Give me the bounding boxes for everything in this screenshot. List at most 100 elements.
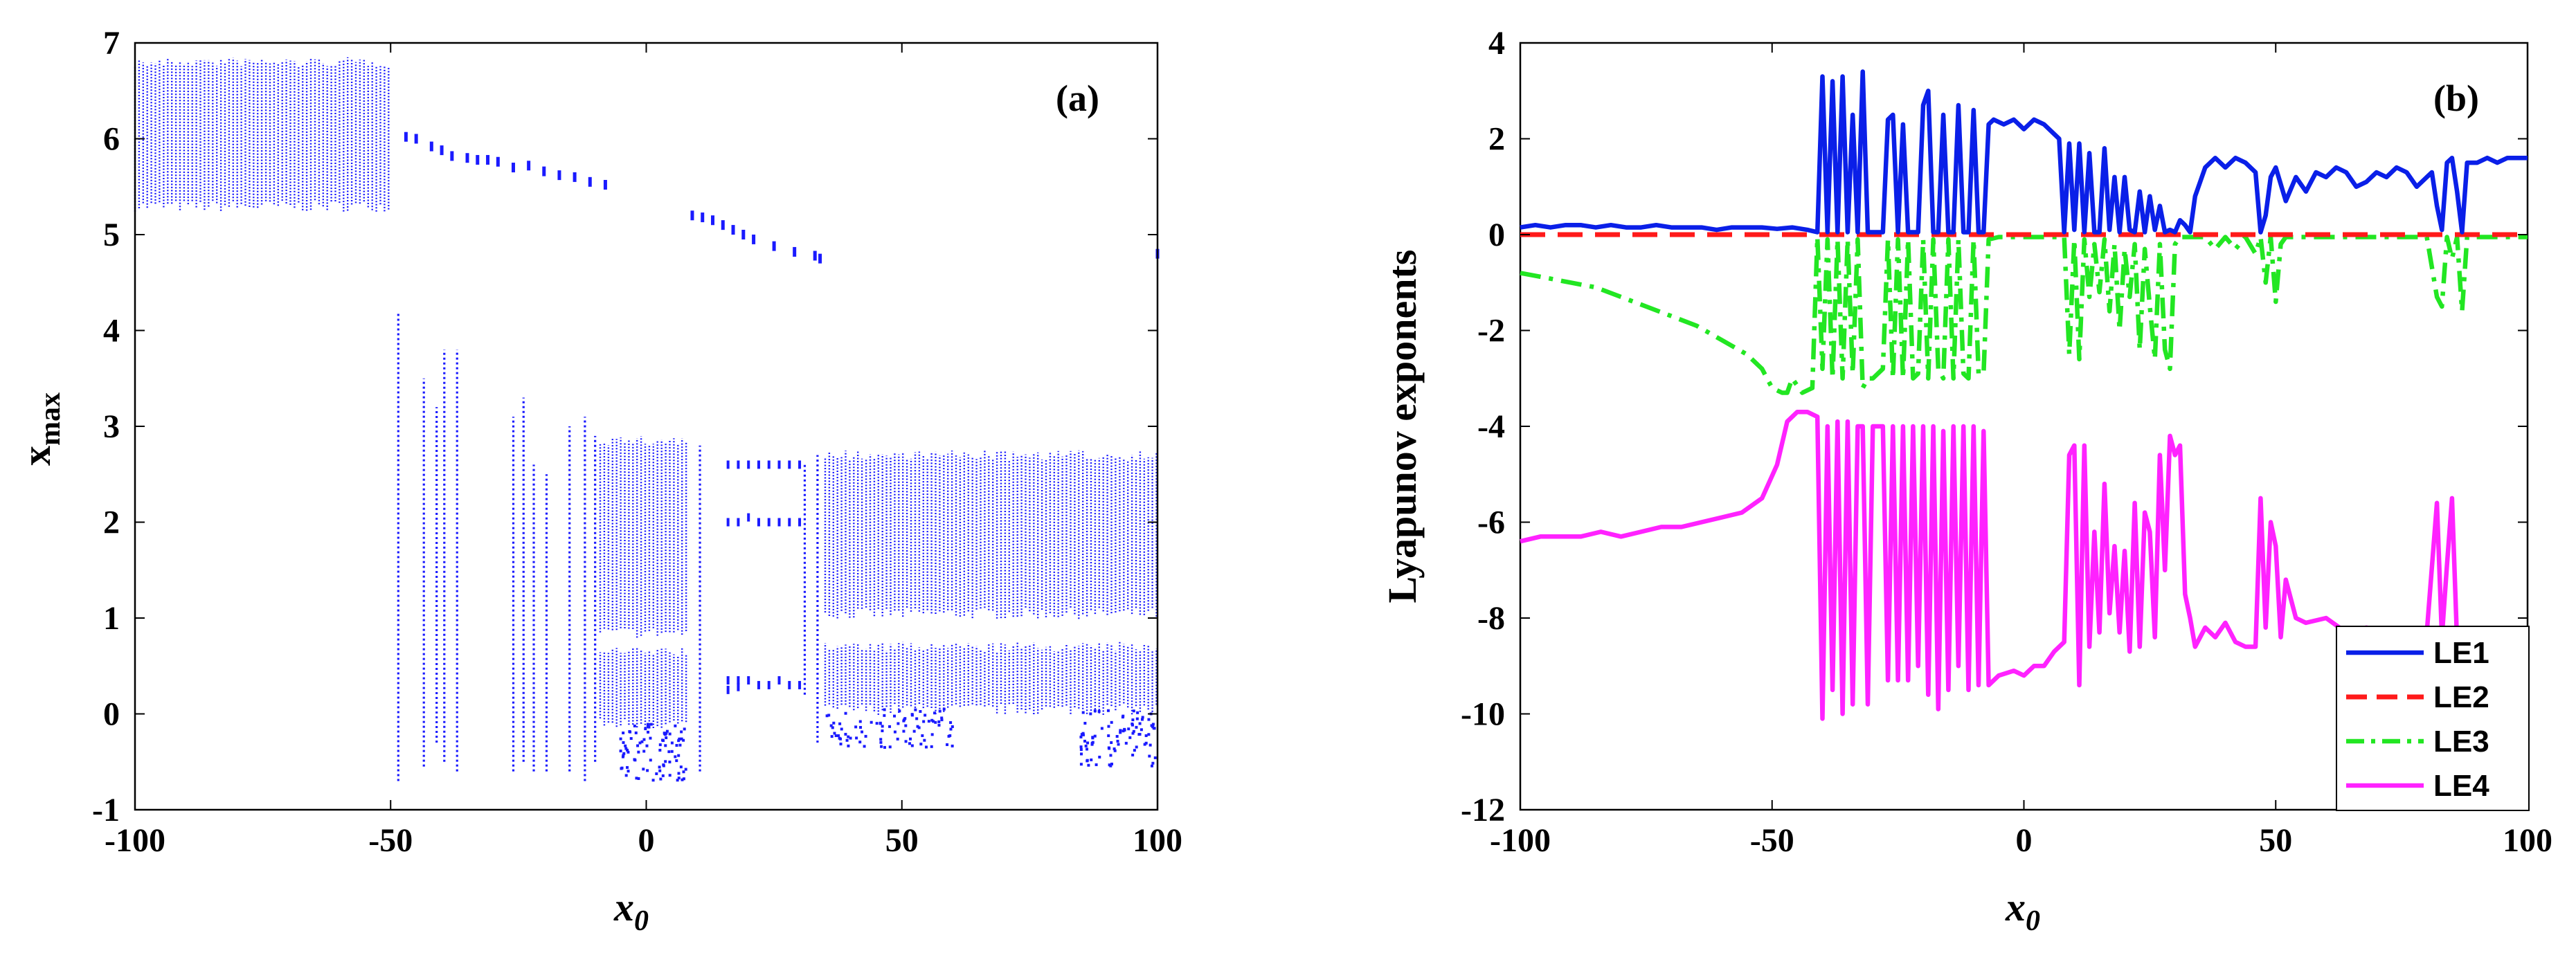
panel-a-scatter-point — [832, 721, 836, 725]
panel-a-branch-point — [752, 234, 756, 244]
panel-a-scatter-point — [921, 734, 924, 737]
panel-a-scatter-point — [1093, 734, 1097, 738]
panel-a-scatter-point — [1086, 741, 1090, 745]
panel-a-scatter-point — [1110, 762, 1113, 765]
panel-a-data-points — [134, 57, 1160, 782]
panel-a-scatter-point — [1081, 711, 1085, 714]
panel-a-branch-point — [527, 161, 531, 171]
panel-a-scatter-point — [1090, 741, 1094, 745]
panel-a-scatter-point — [1124, 741, 1128, 745]
panel-a-scatter-point — [903, 718, 906, 721]
panel-a-scatter-point — [658, 743, 662, 747]
panel-a-scatter-point — [677, 754, 681, 757]
panel-a-scatter-point — [881, 725, 884, 728]
panel-a-bifurcation-diagram: -100 -50 0 50 100 -1 0 1 2 3 4 5 6 7 (a) x0 xmax — [14, 25, 1182, 937]
panel-a-scatter-point — [637, 777, 640, 780]
panel-a-scatter-point — [893, 714, 897, 718]
panel-a-scatter-point — [910, 744, 914, 747]
panel-a-scatter-point — [1083, 739, 1087, 743]
panel-a-scatter-point — [1149, 743, 1152, 747]
panel-a-scatter-point — [1097, 709, 1101, 713]
panel-a-scatter-point — [677, 777, 681, 780]
panel-a-scatter-point — [682, 738, 685, 742]
panel-a-scatter-point — [684, 768, 687, 771]
panel-a-point — [798, 518, 802, 527]
panel-b-x-tick-label: -50 — [1750, 822, 1794, 859]
panel-a-scatter-point — [930, 733, 934, 736]
panel-a-scatter-point — [1081, 733, 1085, 736]
panel-a-scatter-point — [1148, 754, 1151, 758]
panel-a-scatter-point — [1133, 749, 1136, 752]
panel-b-y-tick-label: -2 — [1477, 313, 1505, 350]
panel-a-scatter-point — [629, 730, 632, 734]
panel-a-scatter-point — [844, 732, 847, 736]
panel-a-scatter-point — [930, 745, 933, 748]
panel-a-point — [747, 513, 750, 522]
panel-a-scatter-point — [927, 720, 930, 723]
panel-a-scatter-point — [1080, 752, 1083, 756]
panel-a-scatter-point — [863, 745, 866, 748]
panel-a-scatter-point — [667, 750, 671, 754]
panel-a-scatter-point — [942, 707, 946, 711]
panel-a-scatter-point — [679, 765, 683, 769]
panel-a-scatter-point — [1100, 727, 1104, 730]
panel-b-x-tick-label: 100 — [2503, 822, 2552, 859]
panel-a-scatter-point — [1087, 763, 1090, 767]
panel-a-branch-point — [818, 253, 822, 264]
panel-a-y-tick-label: 4 — [103, 313, 120, 350]
panel-a-scatter-point — [870, 720, 873, 724]
panel-a-point — [726, 676, 730, 685]
panel-a-scatter-point — [665, 732, 668, 735]
panel-a-point — [747, 460, 750, 469]
series-line-le3 — [1520, 235, 2528, 395]
panel-a-point — [798, 460, 802, 469]
panel-a-y-tick-label: 5 — [103, 217, 120, 253]
panel-a-scatter-point — [668, 774, 672, 777]
panel-a-y-tick-label: 3 — [103, 408, 120, 445]
panel-a-scatter-point — [638, 741, 642, 745]
panel-b-label: (b) — [2433, 78, 2479, 119]
panel-a-scatter-point — [624, 747, 628, 750]
panel-a-scatter-point — [622, 732, 625, 735]
panel-a-band-4 — [599, 647, 687, 729]
panel-a-scatter-point — [1086, 759, 1089, 763]
panel-a-scatter-point — [937, 723, 941, 727]
panel-a-scatter-point — [681, 778, 684, 781]
panel-a-scatter-point — [647, 730, 650, 734]
panel-a-scatter-point — [622, 741, 625, 744]
panel-a-scatter-point — [668, 732, 672, 736]
panel-a-scatter-point — [1140, 718, 1144, 721]
panel-a-scatter-point — [1079, 748, 1083, 752]
panel-a-scatter-point — [624, 744, 627, 747]
panel-a-scatter-point — [1086, 747, 1089, 751]
panel-a-scatter-point — [940, 716, 944, 720]
panel-a-scatter-point — [1122, 729, 1125, 733]
panel-a-scatter-point — [665, 736, 668, 739]
panel-a-scatter-point — [661, 774, 665, 777]
panel-a-scatter-point — [651, 779, 655, 782]
panel-a-scatter-point — [1113, 747, 1116, 751]
panel-a-scatter-point — [948, 734, 952, 737]
panel-a-scatter-point — [830, 735, 834, 738]
panel-a-point — [788, 460, 791, 469]
panel-a-scatter-point — [683, 727, 686, 731]
panel-a-scatter-point — [912, 729, 916, 733]
panel-a-scatter-point — [1119, 729, 1122, 732]
panel-a-scatter-point — [664, 760, 667, 763]
panel-a-x-tick-label: -100 — [105, 822, 165, 859]
panel-a-scatter-point — [897, 722, 900, 725]
panel-a-scatter-point — [858, 741, 862, 744]
panel-a-scatter-point — [883, 714, 886, 717]
panel-a-scatter-point — [682, 770, 685, 774]
panel-a-scatter-point — [827, 714, 831, 717]
panel-a-x-axis-title: x0 — [613, 884, 649, 937]
panel-a-scatter-point — [642, 768, 645, 771]
panel-a-scatter-point — [940, 718, 944, 722]
panel-a-scatter-point — [646, 725, 649, 729]
panel-a-scatter-point — [649, 736, 652, 740]
panel-b-series-lines — [1520, 69, 2528, 721]
panel-a-scatter-point — [919, 709, 922, 713]
panel-a-scatter-point — [893, 730, 897, 734]
panel-a-scatter-point — [642, 738, 646, 741]
panel-a-scatter-point — [633, 759, 637, 762]
